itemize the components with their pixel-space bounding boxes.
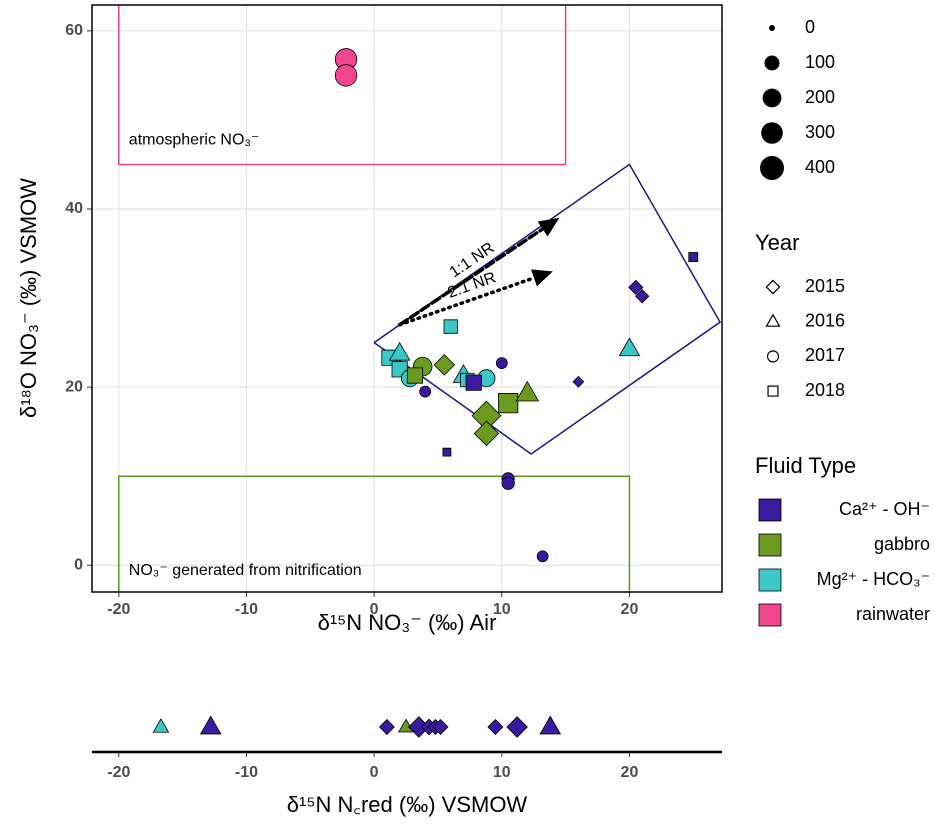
point [628, 279, 644, 295]
y-tick-label: 20 [65, 378, 83, 395]
fluid-legend-label: gabbro [874, 534, 930, 554]
fluid-legend-label: Mg²⁺ - HCO₃⁻ [817, 569, 930, 589]
fluid-legend-key [758, 533, 782, 557]
x-tick-label: 10 [493, 601, 511, 618]
point [442, 447, 452, 457]
point [334, 64, 358, 87]
point [495, 357, 508, 369]
y-axis-label: δ¹⁸O NO₃⁻ (‰) VSMOW [16, 178, 41, 418]
region [118, 475, 631, 592]
fluid-legend-label: rainwater [856, 604, 930, 624]
arrow-head [531, 269, 553, 287]
fluid-legend-key [758, 568, 782, 592]
y-tick-label: 40 [65, 200, 83, 217]
fluid-legend-key [758, 498, 782, 522]
point [432, 719, 449, 735]
strip-x-tick-label: 10 [493, 764, 511, 781]
size-legend-label: 300 [805, 122, 835, 142]
region [118, 5, 567, 166]
arrow-head [537, 217, 560, 237]
size-legend-key [762, 88, 782, 108]
year-legend-label: 2015 [805, 276, 845, 296]
size-legend-key [769, 25, 775, 31]
point [572, 375, 585, 388]
x-tick-label: -20 [107, 601, 130, 618]
x-axis-label: δ¹⁵N NO₃⁻ (‰) Air [318, 610, 497, 635]
year-legend-key [766, 350, 780, 363]
size-legend-label: 400 [805, 157, 835, 177]
plot-border [91, 4, 723, 593]
size-legend-key [761, 122, 783, 144]
year-legend-label: 2018 [805, 380, 845, 400]
point [443, 319, 458, 334]
x-tick-label: -10 [235, 601, 258, 618]
year-legend-title: Year [755, 230, 799, 255]
point [465, 374, 482, 391]
strip-x-tick-label: -20 [107, 764, 130, 781]
fluid-legend-key [758, 603, 782, 627]
strip-x-tick-label: 20 [621, 764, 639, 781]
point [433, 354, 456, 376]
strip-x-tick-label: -10 [235, 764, 258, 781]
fluid-legend-title: Fluid Type [755, 453, 856, 478]
x-tick-label: 0 [370, 601, 379, 618]
year-legend-label: 2016 [805, 310, 845, 330]
size-legend-label: 0 [805, 17, 815, 37]
region-label: NO₃⁻ generated from nitrification [129, 562, 362, 579]
point [419, 385, 432, 398]
year-legend-key [765, 313, 781, 327]
point [498, 393, 519, 414]
arrow-line [397, 227, 545, 327]
point [635, 289, 650, 304]
point [406, 367, 424, 384]
point [688, 252, 699, 262]
point [388, 341, 411, 361]
y-tick-label: 60 [65, 22, 83, 39]
point [618, 337, 641, 357]
year-legend-key [765, 279, 781, 295]
region-label: atmospheric NO₃⁻ [129, 132, 260, 149]
plot-area: atmospheric NO₃⁻ NO₃⁻ generated from nitr… [118, 5, 722, 592]
y-tick-label: 0 [74, 556, 83, 573]
point [506, 716, 528, 738]
year-legend-label: 2017 [805, 345, 845, 365]
x-tick-label: 20 [621, 601, 639, 618]
size-legend-key [764, 55, 780, 71]
point [378, 719, 395, 735]
arrow-line [397, 276, 536, 327]
point [501, 476, 515, 490]
point [515, 380, 540, 402]
point [473, 420, 500, 447]
strip-x-tick-label: 0 [370, 764, 379, 781]
point [152, 718, 170, 733]
point [539, 715, 562, 735]
point [199, 715, 222, 735]
year-legend-key [767, 385, 779, 397]
size-legend-label: 200 [805, 87, 835, 107]
size-legend-label: 100 [805, 52, 835, 72]
strip-x-axis-label: δ¹⁵N N꜀red (‰) VSMOW [287, 792, 528, 817]
point [536, 550, 549, 563]
fluid-legend-label: Ca²⁺ - OH⁻ [839, 499, 930, 519]
point [487, 719, 504, 735]
size-legend-key [760, 156, 784, 180]
